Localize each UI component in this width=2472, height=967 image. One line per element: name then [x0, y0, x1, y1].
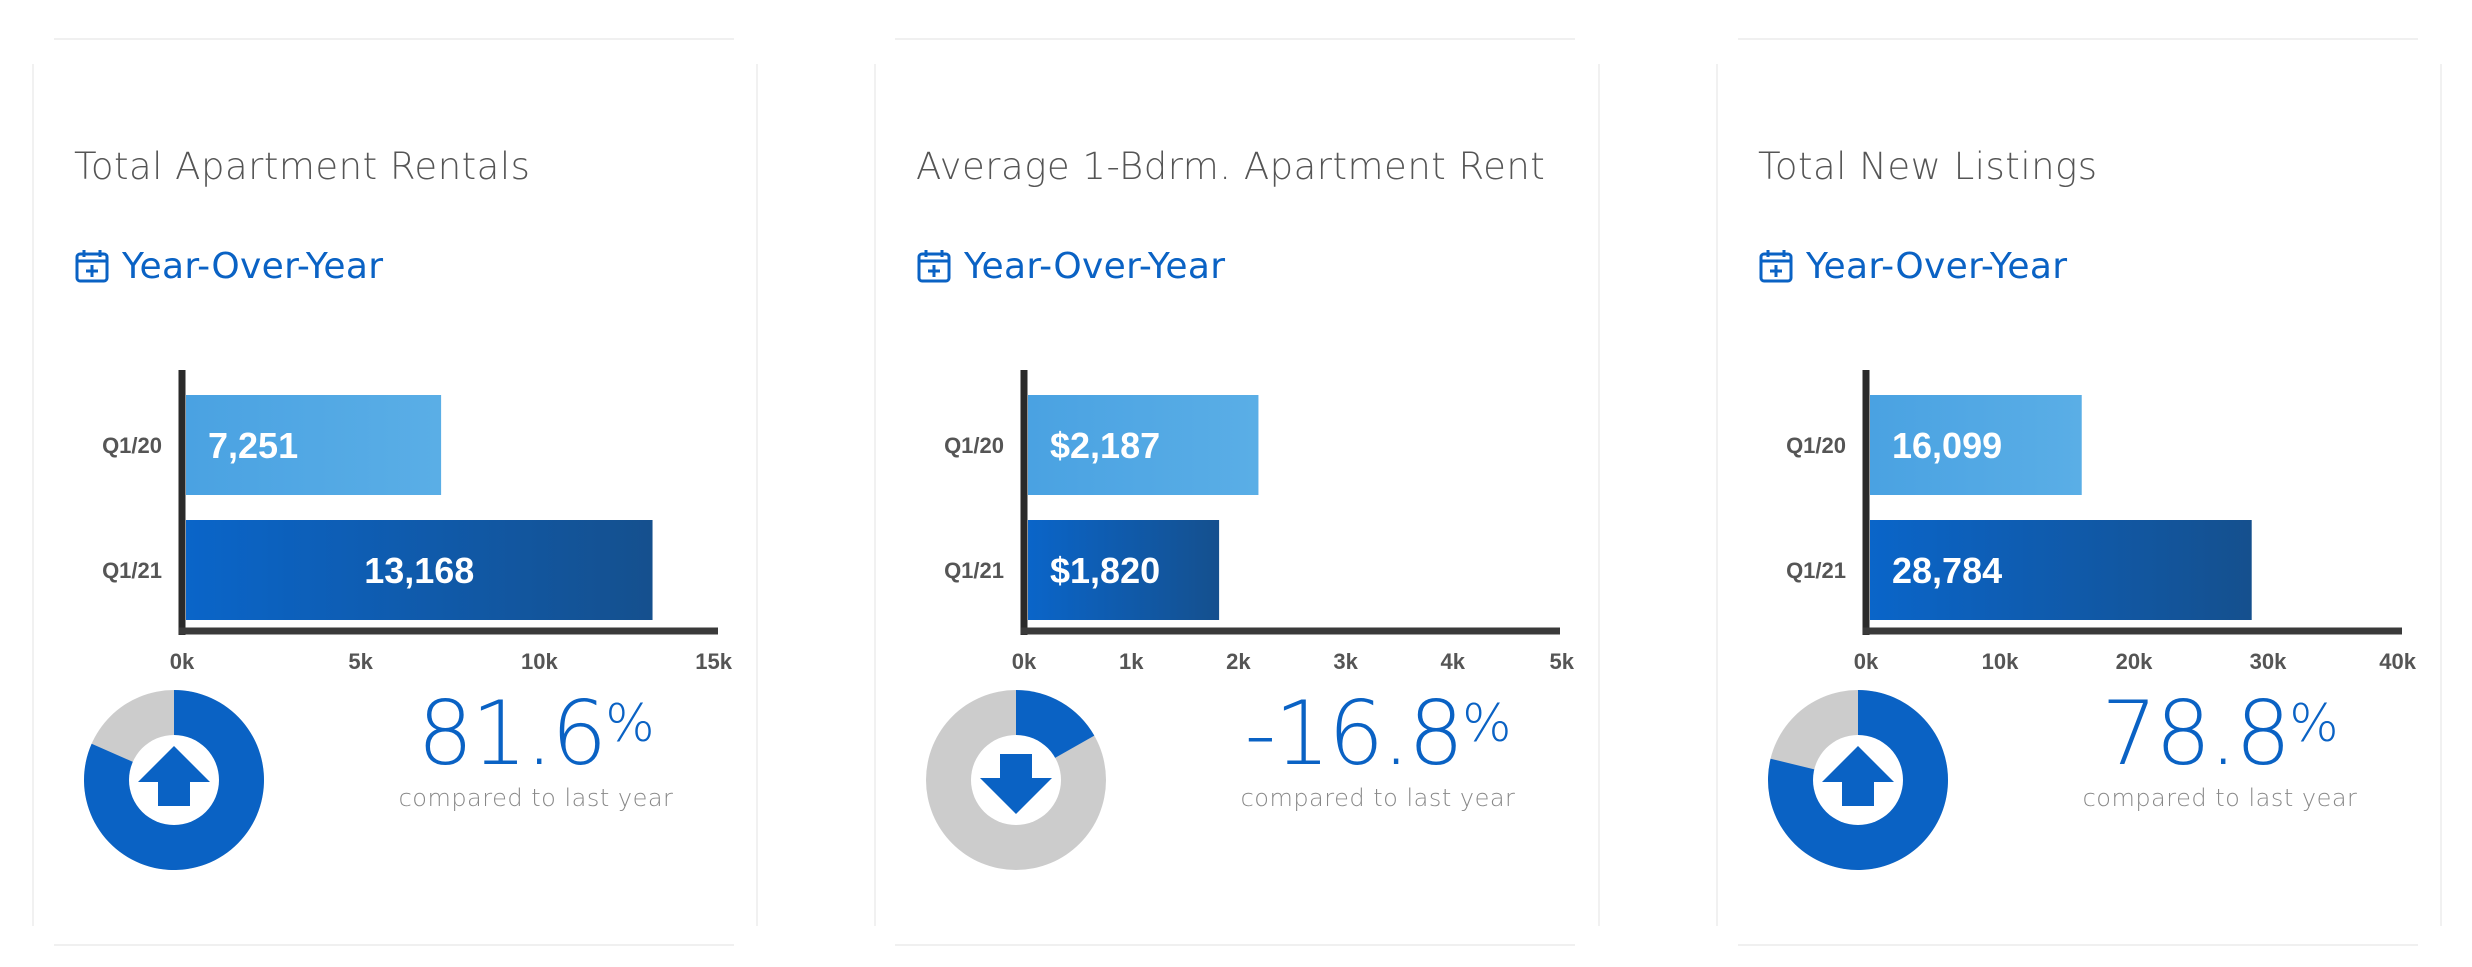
card-title: Total New Listings	[1758, 145, 2098, 188]
percent-sign: %	[2289, 694, 2339, 754]
card-title: Average 1-Bdrm. Apartment Rent	[916, 145, 1546, 188]
period-label: Year-Over-Year	[122, 245, 384, 287]
x-tick-label: 0k	[1012, 649, 1037, 674]
x-tick-label: 15k	[695, 649, 732, 674]
bar-chart: Q1/20 7,251 Q1/21 13,168 0k 5k 10k 15k	[102, 370, 733, 674]
bottom-divider	[54, 944, 734, 946]
bar-value-label: 13,168	[364, 550, 474, 591]
bar	[1870, 395, 2082, 495]
change-caption: compared to last year	[1240, 784, 1516, 812]
x-tick-label: 0k	[1854, 649, 1879, 674]
arrow-up-icon	[138, 746, 210, 806]
x-tick-label: 2k	[1226, 649, 1251, 674]
bottom-divider	[895, 944, 1575, 946]
x-tick-label: 5k	[348, 649, 373, 674]
category-label: Q1/21	[1786, 558, 1846, 583]
period-selector[interactable]: Year-Over-Year	[74, 244, 383, 288]
x-tick-label: 5k	[1550, 649, 1575, 674]
top-divider	[1738, 38, 2418, 40]
period-label: Year-Over-Year	[1806, 245, 2068, 287]
period-selector[interactable]: Year-Over-Year	[1758, 244, 2067, 288]
change-block: 81.6% compared to last year	[356, 690, 716, 813]
calendar-plus-icon	[1759, 250, 1793, 283]
arrow-down-icon	[980, 754, 1052, 814]
change-value: 78.8	[2101, 682, 2291, 785]
bottom-divider	[1738, 944, 2418, 946]
bar-value-label: $2,187	[1050, 425, 1160, 466]
bar	[1870, 520, 2252, 620]
bar	[1028, 395, 1259, 495]
x-tick-label: 20k	[2116, 649, 2153, 674]
top-divider	[54, 38, 734, 40]
change-block: 78.8% compared to last year	[2040, 690, 2400, 813]
bar-value-label: 16,099	[1892, 425, 2002, 466]
change-block: -16.8% compared to last year	[1198, 690, 1558, 813]
arrow-up-icon	[1822, 746, 1894, 806]
top-divider	[895, 38, 1575, 40]
bar-value-label: $1,820	[1050, 550, 1160, 591]
x-tick-label: 10k	[521, 649, 558, 674]
calendar-plus-icon	[75, 250, 109, 283]
change-caption: compared to last year	[398, 784, 674, 812]
category-label: Q1/20	[944, 433, 1004, 458]
donut-indicator	[926, 690, 1106, 870]
category-label: Q1/20	[1786, 433, 1846, 458]
x-tick-label: 40k	[2379, 649, 2416, 674]
period-label: Year-Over-Year	[964, 245, 1226, 287]
category-label: Q1/21	[102, 558, 162, 583]
category-label: Q1/20	[102, 433, 162, 458]
x-tick-label: 1k	[1119, 649, 1144, 674]
x-tick-label: 3k	[1333, 649, 1358, 674]
x-tick-label: 30k	[2250, 649, 2287, 674]
bar	[1028, 520, 1220, 620]
percent-sign: %	[1462, 694, 1512, 754]
donut-indicator	[1768, 690, 1948, 870]
change-value: 81.6	[417, 682, 607, 785]
category-label: Q1/21	[944, 558, 1004, 583]
bar-value-label: 28,784	[1892, 550, 2002, 591]
bar-value-label: 7,251	[208, 425, 298, 466]
stat-card-average-rent: Average 1-Bdrm. Apartment Rent Year-Over…	[874, 64, 1600, 926]
x-tick-label: 4k	[1441, 649, 1466, 674]
percent-sign: %	[605, 694, 655, 754]
bar	[186, 395, 442, 495]
x-tick-label: 10k	[1982, 649, 2019, 674]
change-value: -16.8	[1244, 682, 1464, 785]
calendar-plus-icon	[917, 250, 951, 283]
bar	[186, 520, 653, 620]
period-selector[interactable]: Year-Over-Year	[916, 244, 1225, 288]
bar-chart: Q1/20 $2,187 Q1/21 $1,820 0k 1k 2k 3k 4k 5k	[944, 370, 1575, 674]
change-caption: compared to last year	[2082, 784, 2358, 812]
x-tick-label: 0k	[170, 649, 195, 674]
stat-card-new-listings: Total New Listings Year-Over-Year Q1/20 1…	[1716, 64, 2442, 926]
card-title: Total Apartment Rentals	[74, 145, 531, 188]
bar-chart: Q1/20 16,099 Q1/21 28,784 0k 10k 20k 30k 40k	[1786, 370, 2417, 674]
donut-indicator	[83, 690, 264, 870]
stat-card-apartment-rentals: Total Apartment Rentals Year-Over-Year Q…	[32, 64, 758, 926]
